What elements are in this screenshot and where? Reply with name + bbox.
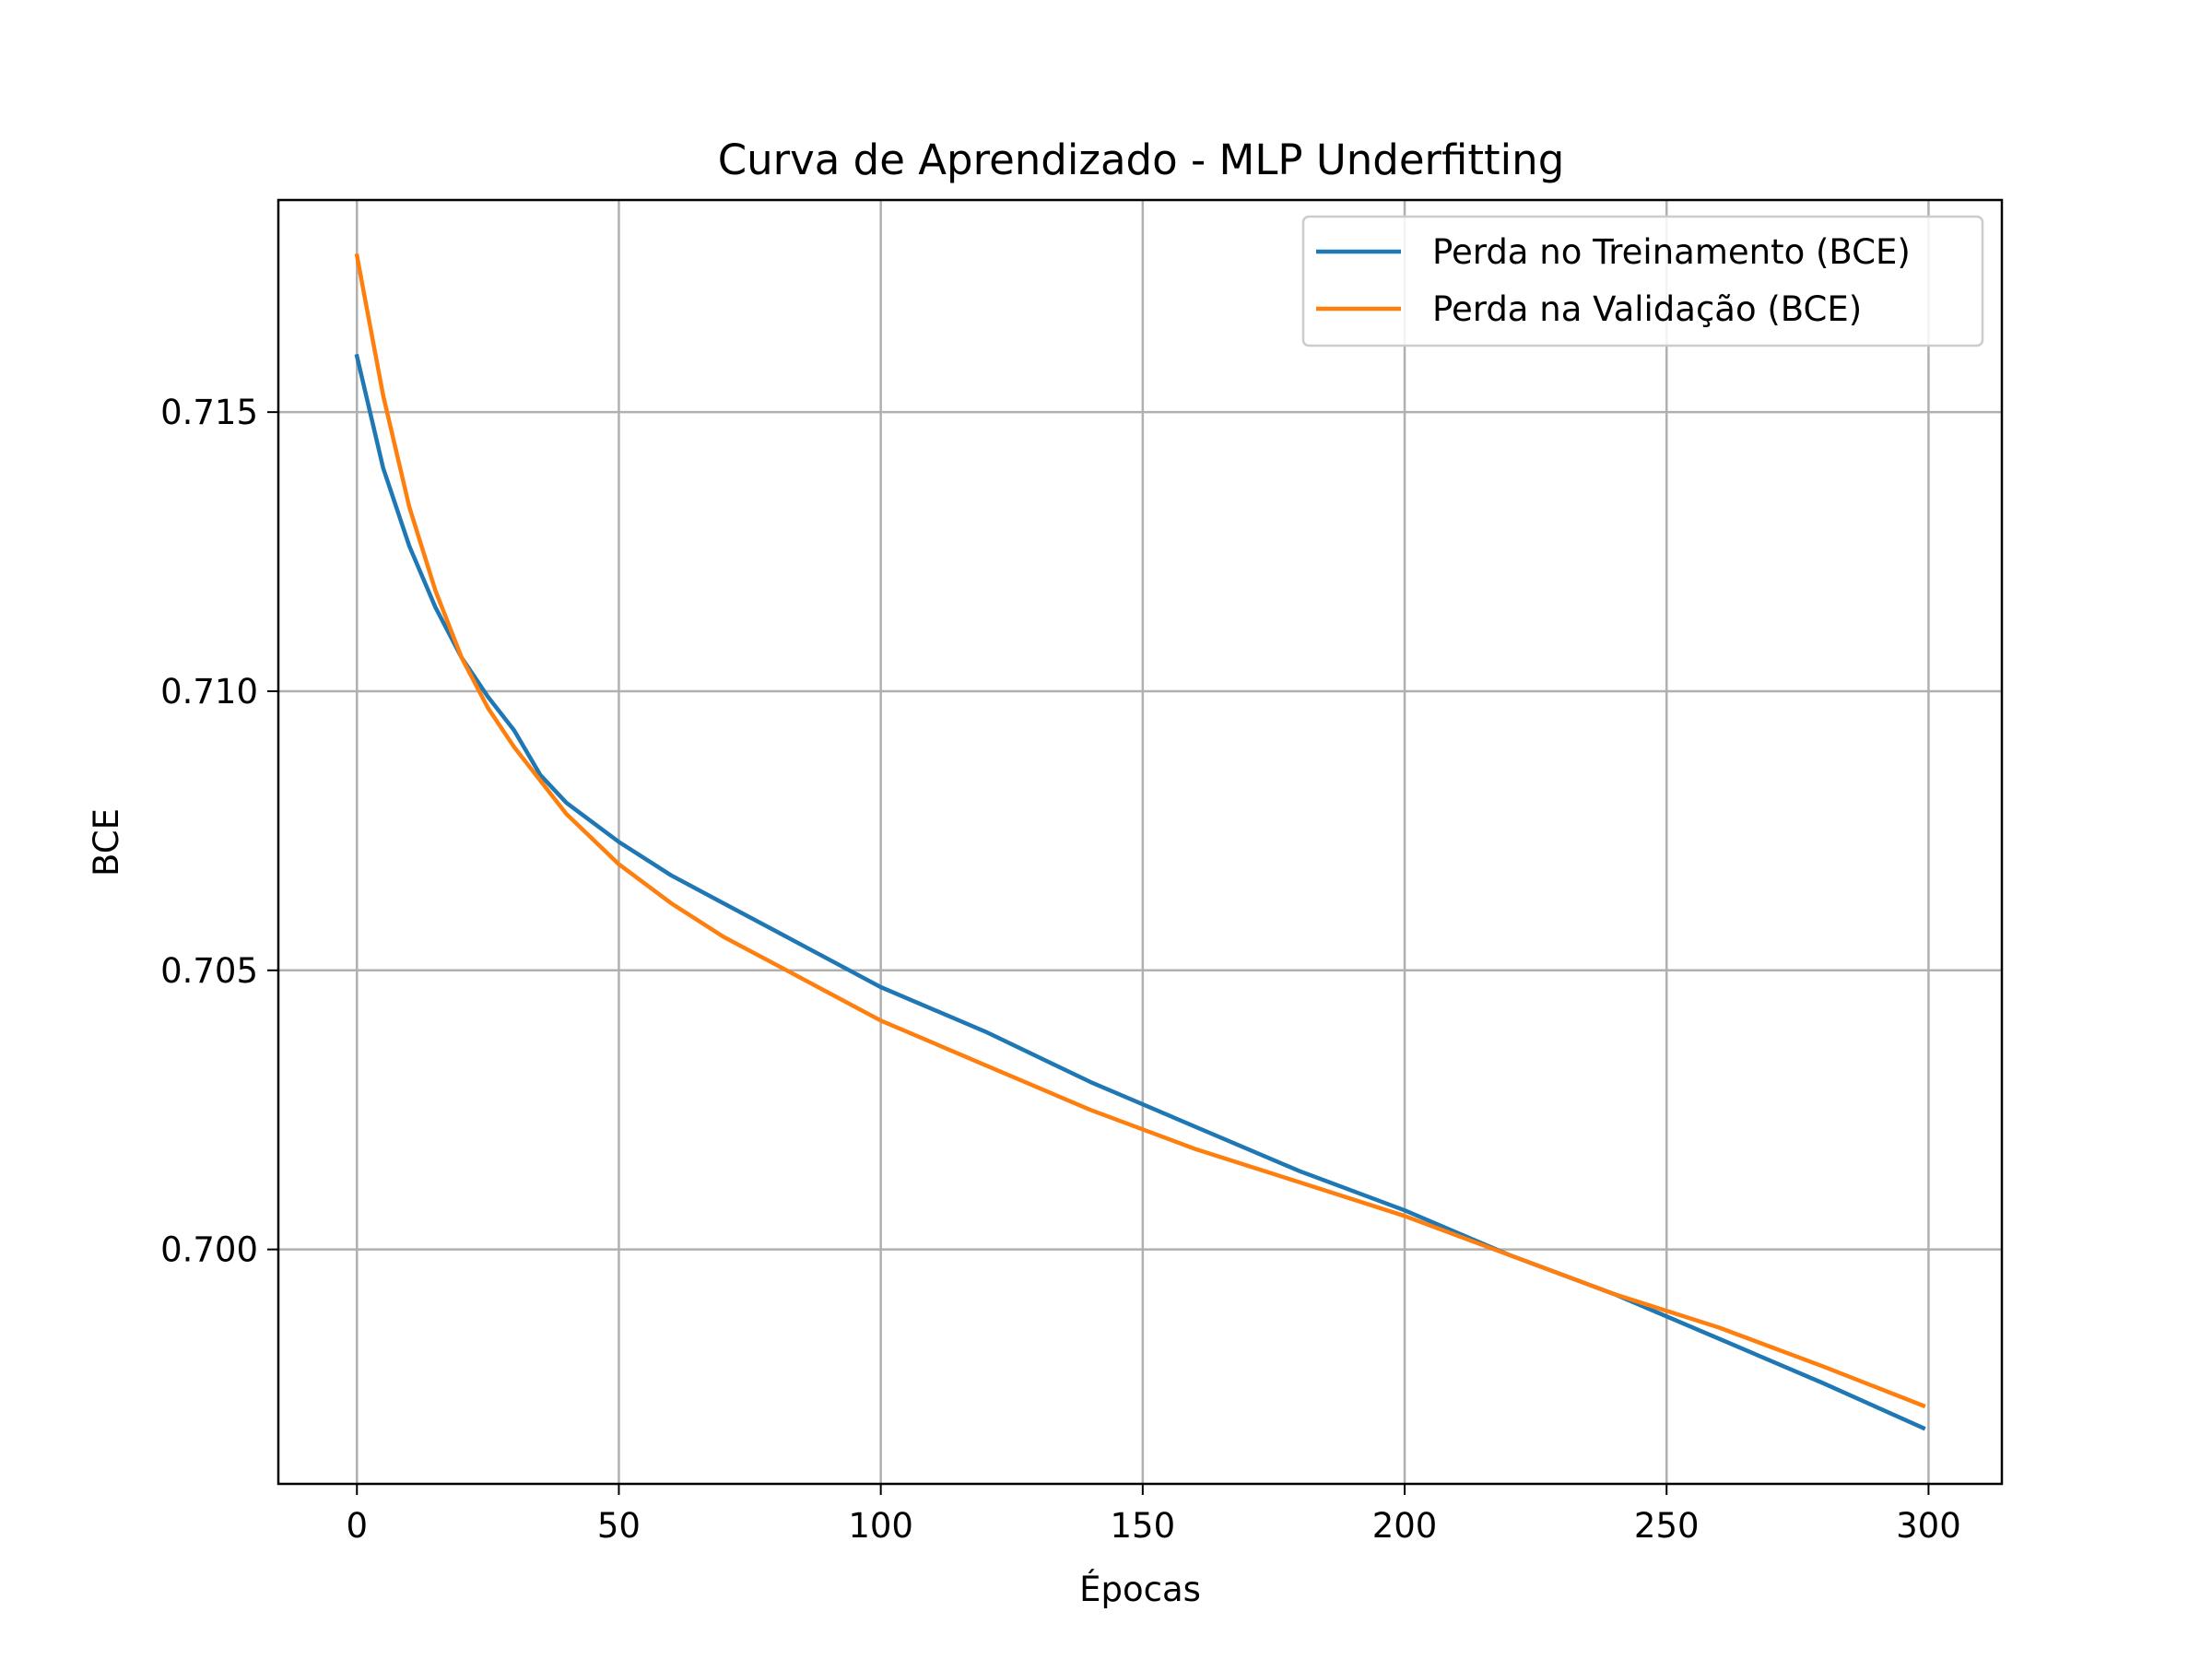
x-tick-label: 300 [1896,1506,1961,1546]
x-tick-label: 0 [346,1506,368,1546]
y-tick-label: 0.710 [160,672,258,712]
chart-title: Curva de Aprendizado - MLP Underfitting [718,135,1565,184]
y-axis-title: BCE [87,808,126,877]
x-tick-label: 100 [848,1506,913,1546]
legend: Perda no Treinamento (BCE) Perda na Valid… [1301,215,1984,347]
x-tick-label: 150 [1111,1506,1176,1546]
y-tick-label: 0.700 [160,1230,258,1270]
axis-ticks: 0 50 100 150 200 250 300 0.700 0.705 0.710 0.715 [160,393,1961,1546]
plot-area-frame [276,198,2004,1486]
x-tick-label: 250 [1634,1506,1700,1546]
x-axis-title: Épocas [1079,1569,1201,1609]
y-tick-label: 0.715 [160,393,258,432]
validation-loss-line [354,253,1926,1409]
series-lines [354,253,1926,1431]
legend-label-validation: Perda na Validação (BCE) [1432,289,1862,329]
x-tick-label: 50 [597,1506,641,1546]
y-tick-label: 0.705 [160,951,258,991]
legend-box [1301,215,1984,347]
legend-label-training: Perda no Treinamento (BCE) [1432,232,1911,272]
x-tick-label: 200 [1372,1506,1438,1546]
